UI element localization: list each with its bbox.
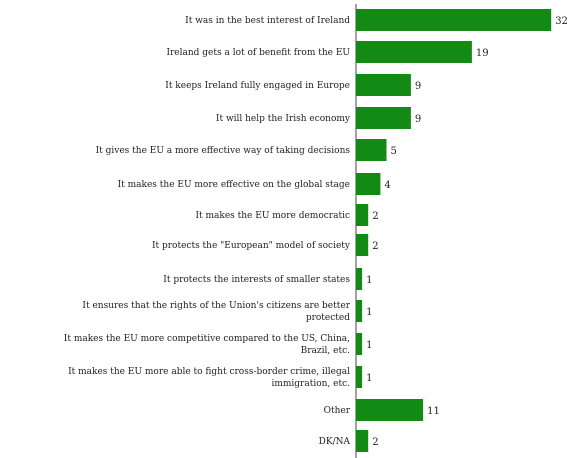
bar [356,139,387,161]
category-label: It makes the EU more democratic [195,211,350,221]
bar [356,204,369,226]
bar [356,300,363,322]
data-label: 5 [391,146,397,157]
bar [356,234,369,256]
category-label: It makes the EU more effective on the gl… [118,180,350,190]
category-label: It protects the interests of smaller sta… [163,275,350,285]
category-label-line: It will help the Irish economy [216,114,351,124]
data-label: 1 [366,340,372,351]
bar [356,366,363,388]
bar [356,9,552,31]
bar [356,41,472,63]
category-label-line: Ireland gets a lot of benefit from the E… [166,48,350,58]
category-label-line: It makes the EU more democratic [195,211,350,221]
data-label: 1 [366,307,372,318]
category-label: DK/NA [319,437,351,447]
bar [356,399,424,421]
data-label: 11 [427,406,440,417]
category-label-line: It gives the EU a more effective way of … [96,146,351,156]
category-label-line: It makes the EU more competitive compare… [64,334,350,344]
bar [356,173,381,195]
bar [356,268,363,290]
category-label: It keeps Ireland fully engaged in Europe [165,81,350,91]
data-label: 1 [366,275,372,286]
category-label: Other [324,406,351,416]
category-label-line: It makes the EU more able to fight cross… [68,367,350,377]
data-label: 2 [372,437,378,448]
category-label-line: It keeps Ireland fully engaged in Europe [165,81,350,91]
data-label: 1 [366,373,372,384]
category-label: It makes the EU more able to fight cross… [68,367,350,389]
bar [356,74,411,96]
category-label-line: It protects the interests of smaller sta… [163,275,350,285]
category-label-line: Other [324,406,351,416]
category-label: It will help the Irish economy [216,114,351,124]
data-label: 2 [372,241,378,252]
category-label-line: It protects the "European" model of soci… [152,241,351,251]
category-label-line: It was in the best interest of Ireland [185,16,350,26]
category-label-line: It ensures that the rights of the Union'… [82,301,350,311]
data-label: 4 [384,180,390,191]
data-label: 2 [372,211,378,222]
category-label-line: protected [306,313,350,323]
category-label: Ireland gets a lot of benefit from the E… [166,48,350,58]
category-label: It makes the EU more competitive compare… [64,334,350,356]
bar [356,333,363,355]
category-label-line: It makes the EU more effective on the gl… [118,180,350,190]
category-label-line: DK/NA [319,437,351,447]
category-label-line: Brazil, etc. [301,346,350,356]
category-label: It ensures that the rights of the Union'… [82,301,350,323]
category-label: It was in the best interest of Ireland [185,16,350,26]
data-label: 9 [415,114,421,125]
bar [356,430,369,452]
data-label: 19 [476,48,489,59]
bar [356,107,411,129]
data-label: 9 [415,81,421,92]
category-label-line: immigration, etc. [271,379,350,389]
category-label: It protects the "European" model of soci… [152,241,351,251]
data-label: 32 [555,16,568,27]
category-label: It gives the EU a more effective way of … [96,146,351,156]
